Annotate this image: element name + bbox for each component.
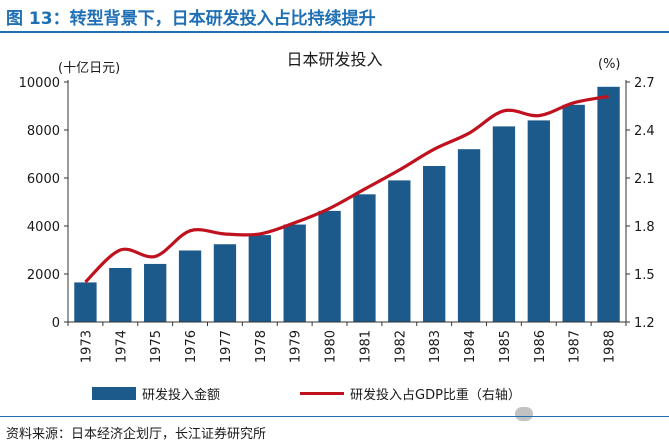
bar-1979 [283, 224, 306, 322]
right-tick-label: 2.7 [634, 76, 655, 91]
gdp-ratio-line [84, 94, 609, 284]
legend-bars-label: 研发投入金额 [142, 388, 221, 403]
x-tick-label-1985: 1985 [498, 330, 513, 363]
right-tick-label: 2.1 [634, 172, 655, 187]
x-tick-label-1980: 1980 [324, 330, 339, 363]
legend-item-line: 研发投入占GDP比重（右轴） [300, 384, 521, 403]
right-tick-label: 1.2 [634, 316, 655, 331]
x-tick-label-1977: 1977 [219, 330, 234, 363]
source-divider [0, 416, 669, 417]
right-tick-label: 1.5 [634, 268, 655, 283]
x-tick-label-1983: 1983 [428, 330, 443, 363]
x-tick-label-1984: 1984 [463, 330, 478, 363]
left-tick-label: 6000 [27, 172, 60, 187]
x-tick-label-1973: 1973 [79, 330, 94, 363]
figure-title: 图 13：转型背景下，日本研发投入占比持续提升 [6, 9, 376, 29]
right-tick-label: 1.8 [634, 220, 655, 235]
legend-line-swatch [300, 392, 344, 395]
right-axis-unit-label: (%) [598, 57, 621, 72]
bar-1973 [74, 282, 97, 322]
chart-title: 日本研发投入 [286, 50, 383, 69]
watermark-label: 长江宏观固收 [537, 407, 610, 421]
left-tick-label: 8000 [27, 124, 60, 139]
bar-1976 [178, 250, 202, 322]
x-tick-label-1978: 1978 [254, 330, 269, 363]
x-tick-label-1974: 1974 [114, 330, 129, 363]
left-tick-label: 0 [52, 316, 60, 331]
left-tick-label: 4000 [27, 220, 60, 235]
bar-1974 [109, 268, 132, 322]
x-tick-label-1988: 1988 [603, 330, 618, 363]
left-tick-label: 2000 [27, 268, 60, 283]
bar-1988 [597, 86, 620, 322]
bar-1982 [388, 180, 411, 322]
bar-1980 [318, 210, 341, 322]
watermark: 长江宏观固收 [515, 405, 609, 422]
bar-1978 [248, 235, 271, 322]
bar-1987 [562, 104, 585, 322]
left-axis-unit-label: (十亿日元) [58, 61, 121, 76]
title-divider [0, 31, 669, 33]
x-tick-label-1979: 1979 [289, 330, 304, 363]
bar-1975 [144, 263, 167, 322]
left-tick-label: 10000 [19, 76, 60, 91]
bar-1983 [423, 166, 446, 322]
legend-item-bars: 研发投入金额 [92, 384, 220, 403]
bar-1984 [457, 149, 481, 322]
bar-1986 [527, 120, 550, 323]
x-tick-label-1976: 1976 [184, 330, 199, 363]
source-note: 资料来源：日本经济企划厅，长江证券研究所 [6, 427, 267, 442]
legend-line-label: 研发投入占GDP比重（右轴） [350, 388, 521, 403]
x-tick-label-1982: 1982 [393, 330, 408, 363]
wechat-icon [515, 406, 533, 421]
bar-1985 [492, 126, 516, 323]
right-tick-label: 2.4 [634, 124, 655, 139]
legend-bar-swatch [92, 387, 136, 400]
bar-1981 [353, 194, 376, 322]
x-tick-label-1986: 1986 [533, 330, 548, 363]
bar-1977 [213, 244, 237, 322]
x-tick-label-1981: 1981 [358, 330, 373, 363]
x-tick-label-1975: 1975 [149, 330, 164, 363]
x-tick-label-1987: 1987 [568, 330, 583, 363]
